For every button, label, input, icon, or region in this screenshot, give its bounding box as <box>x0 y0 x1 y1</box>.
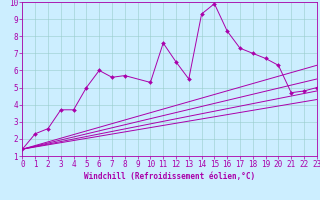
X-axis label: Windchill (Refroidissement éolien,°C): Windchill (Refroidissement éolien,°C) <box>84 172 255 181</box>
